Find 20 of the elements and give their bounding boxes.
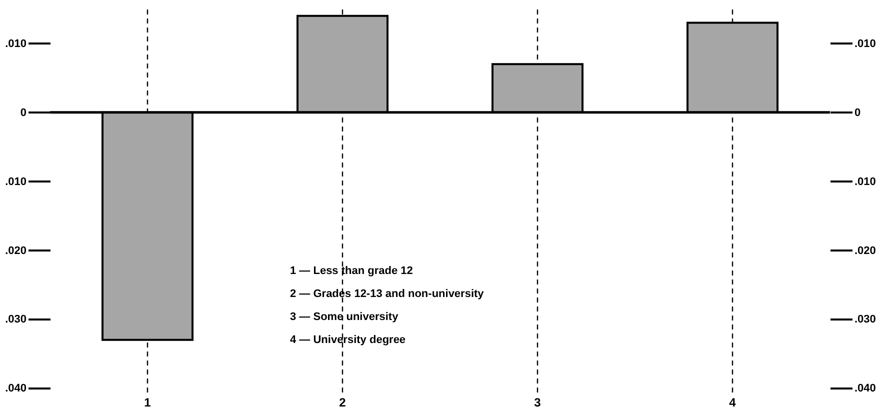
y-tick-label: .030: [5, 314, 26, 326]
annotation: 2 — Grades 12-13 and non-university: [290, 288, 485, 300]
annotation: 1 — Less than grade 12: [290, 265, 413, 277]
x-tick-label: 3: [534, 396, 542, 410]
y2-tick-label: .010: [854, 38, 876, 50]
x-tick-label: 1: [144, 396, 152, 410]
y-tick-label: .020: [5, 244, 26, 257]
y2-tick-label: .010: [854, 176, 876, 188]
annotation: 4 — University degree: [290, 334, 406, 346]
annotation: 3 — Some university: [290, 311, 400, 323]
y-tick-label: 0: [20, 106, 26, 119]
y2-tick-label: .030: [854, 314, 876, 326]
y-tick-label: .010: [5, 176, 26, 188]
y-tick-label: .010: [5, 38, 26, 50]
y2-tick-label: .020: [854, 244, 876, 257]
x-tick-label: 4: [729, 396, 736, 410]
y-tick-label: .040: [5, 382, 26, 395]
x-tick-label: 2: [339, 396, 346, 410]
y2-tick-label: .040: [854, 382, 876, 395]
y2-tick-label: 0: [854, 106, 861, 119]
